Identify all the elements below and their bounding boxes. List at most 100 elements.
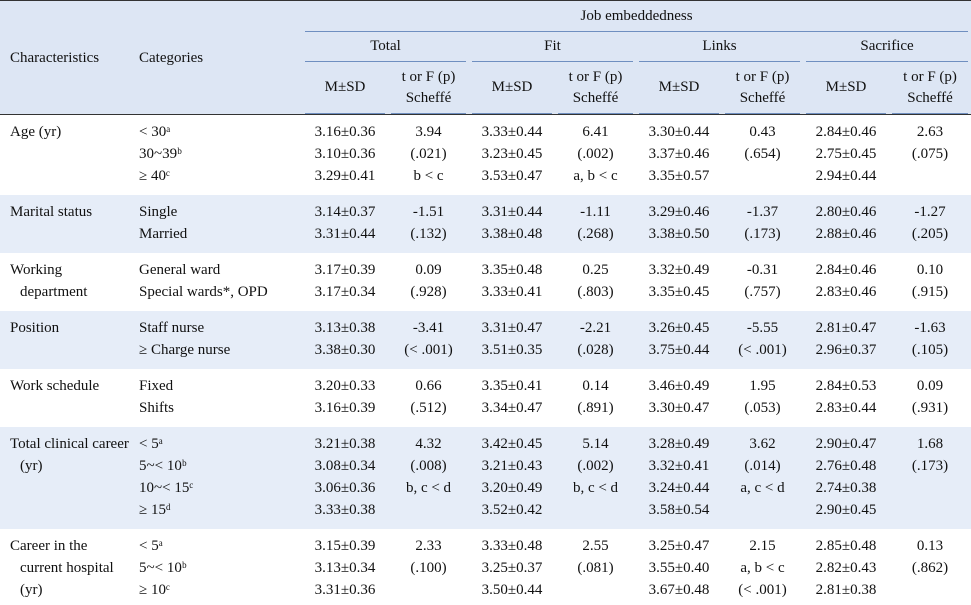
- test-cell: 1.68 (.173): [889, 427, 971, 529]
- test-value: (.928): [410, 284, 447, 300]
- msd-cell: 2.80±0.46 2.88±0.46: [803, 195, 889, 253]
- test-value: 0.09: [415, 262, 442, 278]
- msd-value: 2.80±0.46: [815, 204, 877, 220]
- msd-value: 2.84±0.46: [815, 262, 877, 278]
- msd-value: 3.58±0.54: [648, 502, 710, 518]
- msd-value: 3.20±0.33: [314, 378, 376, 394]
- table-row: Age (yr) < 30ᵃ 30~39ᵇ ≥ 40ᶜ 3.16±0.36 3.10±0.…: [0, 115, 971, 196]
- column-title: t or F (p) Scheffé: [558, 63, 633, 114]
- category: Shifts: [139, 400, 175, 416]
- test-value: 2.15: [749, 538, 776, 554]
- msd-value: 3.67±0.48: [648, 582, 710, 598]
- msd-value: 3.33±0.38: [314, 502, 376, 518]
- msd-value: 3.15±0.39: [314, 538, 376, 554]
- category: 30~39ᵇ: [139, 146, 182, 162]
- test-cell: 0.09 (.928): [388, 253, 469, 311]
- header-cell: t or F (p) Scheffé: [388, 62, 469, 115]
- test-cell: -5.55 (< .001): [722, 311, 803, 369]
- test-value: -1.51: [412, 204, 445, 220]
- msd-value: 3.33±0.44: [481, 124, 543, 140]
- test-value: b < c: [413, 168, 444, 184]
- msd-value: 3.20±0.49: [481, 480, 543, 496]
- msd-value: 3.42±0.45: [481, 436, 543, 452]
- category-cell: < 5ᵃ 5~< 10ᵇ ≥ 10ᶜ: [130, 529, 302, 605]
- test-cell: 0.10 (.915): [889, 253, 971, 311]
- msd-cell: 3.16±0.36 3.10±0.36 3.29±0.41: [302, 115, 388, 196]
- test-value: 6.41: [582, 124, 609, 140]
- msd-value: 3.26±0.45: [648, 320, 710, 336]
- test-value: (< .001): [404, 342, 453, 358]
- msd-cell: 3.42±0.45 3.21±0.43 3.20±0.49 3.52±0.42: [469, 427, 555, 529]
- msd-cell: 3.46±0.49 3.30±0.47: [636, 369, 722, 427]
- test-value: 1.95: [749, 378, 776, 394]
- test-value: (.173): [744, 226, 781, 242]
- test-value: (.075): [911, 146, 949, 162]
- table-row: Total clinical career (yr) < 5ᵃ 5~< 10ᵇ 10~…: [0, 427, 971, 529]
- test-value: 0.66: [415, 378, 442, 394]
- msd-cell: 3.21±0.38 3.08±0.34 3.06±0.36 3.33±0.38: [302, 427, 388, 529]
- msd-value: 3.25±0.37: [481, 560, 543, 576]
- test-value: -1.11: [580, 204, 611, 220]
- header-cell: M±SD: [469, 62, 555, 115]
- test-cell: 2.63 (.075): [889, 115, 971, 196]
- msd-value: 3.25±0.47: [648, 538, 710, 554]
- test-cell: 0.66 (.512): [388, 369, 469, 427]
- msd-cell: 3.28±0.49 3.32±0.41 3.24±0.44 3.58±0.54: [636, 427, 722, 529]
- category: Staff nurse: [139, 320, 205, 336]
- test-value: -3.41: [412, 320, 445, 336]
- msd-value: 3.06±0.36: [314, 480, 376, 496]
- category: < 30ᵃ: [139, 124, 171, 140]
- table-row: Career in the current hospital (yr) < 5ᵃ 5…: [0, 529, 971, 605]
- test-value: 5.14: [582, 436, 609, 452]
- msd-value: 3.21±0.38: [314, 436, 376, 452]
- characteristic: Working department: [10, 262, 88, 300]
- msd-cell: 3.15±0.39 3.13±0.34 3.31±0.36: [302, 529, 388, 605]
- msd-cell: 3.29±0.46 3.38±0.50: [636, 195, 722, 253]
- test-value: 0.25: [582, 262, 609, 278]
- msd-value: 3.16±0.39: [314, 400, 376, 416]
- category: < 5ᵃ: [139, 538, 163, 554]
- msd-value: 3.35±0.41: [481, 378, 543, 394]
- msd-value: 3.31±0.44: [314, 226, 376, 242]
- msd-value: 2.81±0.47: [815, 320, 877, 336]
- msd-value: 3.29±0.41: [314, 168, 376, 184]
- msd-value: 2.84±0.53: [815, 378, 877, 394]
- msd-value: 3.23±0.45: [481, 146, 543, 162]
- msd-value: 2.83±0.44: [815, 400, 877, 416]
- msd-value: 3.33±0.48: [481, 538, 543, 554]
- msd-cell: 3.14±0.37 3.31±0.44: [302, 195, 388, 253]
- msd-value: 3.75±0.44: [648, 342, 710, 358]
- msd-value: 2.74±0.38: [815, 480, 877, 496]
- test-cell: -1.27 (.205): [889, 195, 971, 253]
- test-cell: 1.95 (.053): [722, 369, 803, 427]
- test-value: -0.31: [746, 262, 779, 278]
- test-value: (.803): [577, 284, 614, 300]
- test-value: (.053): [744, 400, 781, 416]
- test-value: (.173): [911, 458, 949, 474]
- msd-cell: 3.35±0.48 3.33±0.41: [469, 253, 555, 311]
- msd-value: 3.31±0.44: [481, 204, 543, 220]
- msd-value: 3.32±0.41: [648, 458, 710, 474]
- msd-value: 2.85±0.48: [815, 538, 877, 554]
- test-cell: 5.14 (.002) b, c < d: [555, 427, 636, 529]
- test-value: 2.63: [916, 124, 944, 140]
- test-cell: -3.41 (< .001): [388, 311, 469, 369]
- msd-value: 2.96±0.37: [815, 342, 877, 358]
- test-cell: 3.62 (.014) a, c < d: [722, 427, 803, 529]
- test-value: (.100): [410, 560, 447, 576]
- test-value: (.028): [577, 342, 614, 358]
- test-value: -1.37: [746, 204, 779, 220]
- category: ≥ 10ᶜ: [139, 582, 170, 598]
- category: 5~< 10ᵇ: [139, 458, 187, 474]
- msd-cell: 3.30±0.44 3.37±0.46 3.35±0.57: [636, 115, 722, 196]
- msd-cell: 3.26±0.45 3.75±0.44: [636, 311, 722, 369]
- msd-value: 2.83±0.46: [815, 284, 877, 300]
- msd-cell: 3.13±0.38 3.38±0.30: [302, 311, 388, 369]
- category: ≥ 15ᵈ: [139, 502, 171, 518]
- msd-value: 3.37±0.46: [648, 146, 710, 162]
- msd-value: 2.76±0.48: [815, 458, 877, 474]
- test-cell: 4.32 (.008) b, c < d: [388, 427, 469, 529]
- msd-cell: 3.17±0.39 3.17±0.34: [302, 253, 388, 311]
